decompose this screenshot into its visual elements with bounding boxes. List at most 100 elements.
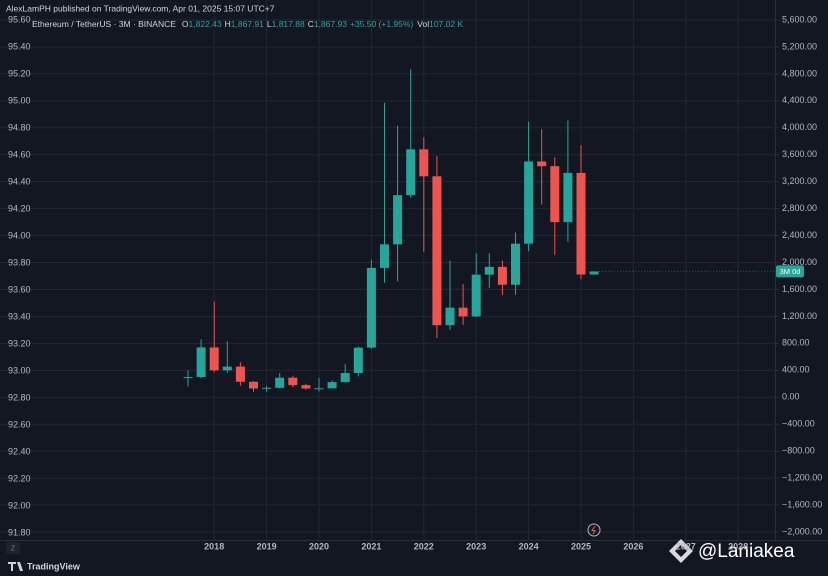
- y-tick-label: 5,200.00: [782, 41, 817, 51]
- y-tick-label: −800.00: [782, 446, 815, 456]
- legend-change: +35.50 (+1.95%): [350, 19, 413, 29]
- candle-body: [275, 377, 285, 388]
- y2-tick-label: 94.20: [8, 203, 31, 213]
- candle-body: [458, 307, 468, 317]
- x-tick-label: 2019: [257, 541, 277, 551]
- y2-tick-label: 93.60: [8, 284, 31, 294]
- candle-body: [340, 373, 350, 383]
- zoom-button-bg[interactable]: [6, 542, 20, 554]
- candle-body: [524, 161, 534, 244]
- y-tick-label: 2,400.00: [782, 230, 817, 240]
- zoom-button[interactable]: Z: [11, 545, 16, 552]
- legend-value: 1,817.88: [272, 19, 305, 29]
- y-tick-label: 1,200.00: [782, 311, 817, 321]
- candle-body: [484, 266, 494, 275]
- candle-body: [209, 347, 219, 371]
- y2-tick-label: 93.20: [8, 338, 31, 348]
- y2-tick-label: 94.80: [8, 122, 31, 132]
- publisher-header: AlexLamPH published on TradingView.com, …: [6, 3, 275, 13]
- candle-body: [497, 266, 507, 285]
- x-tick-label: 2028: [728, 541, 748, 551]
- candle-body: [576, 172, 586, 275]
- x-tick-label: 2027: [676, 541, 696, 551]
- footer-brand: TradingView: [27, 561, 81, 571]
- watermark-logo: [669, 539, 693, 563]
- candle-body: [314, 388, 324, 390]
- legend-value: 1,867.91: [231, 19, 264, 29]
- y2-tick-label: 92.40: [8, 446, 31, 456]
- x-tick-label: 2020: [309, 541, 329, 551]
- legend-volume: 107.02 K: [429, 19, 463, 29]
- tv-logo: [8, 562, 23, 571]
- y2-tick-label: 91.80: [8, 527, 31, 537]
- x-tick-label: 2022: [414, 541, 434, 551]
- y-tick-label: −2,000.00: [782, 526, 822, 536]
- x-tick-label: 2024: [519, 541, 539, 551]
- y2-tick-label: 93.80: [8, 257, 31, 267]
- y-tick-label: −1,200.00: [782, 472, 822, 482]
- y2-tick-label: 93.00: [8, 365, 31, 375]
- y2-tick-label: 94.60: [8, 149, 31, 159]
- candle-body: [419, 149, 429, 177]
- legend-key: L: [267, 19, 272, 29]
- candle-body: [222, 366, 232, 371]
- y-tick-label: −400.00: [782, 419, 815, 429]
- candles: [183, 69, 599, 392]
- legend: Ethereum / TetherUS · 3M · BINANCE O1,822…: [32, 19, 463, 29]
- y-tick-label: 3,200.00: [782, 176, 817, 186]
- candle-body: [563, 172, 573, 223]
- y-tick-label: −1,600.00: [782, 499, 822, 509]
- candle-body: [537, 161, 547, 167]
- event-icon-bolt: [591, 525, 596, 535]
- grid: [0, 0, 775, 540]
- y2-tick-label: 95.20: [8, 68, 31, 78]
- candle-body: [366, 267, 376, 348]
- y2-tick-label: 95.40: [8, 41, 31, 51]
- candle-body: [380, 244, 389, 268]
- candle-body: [301, 385, 311, 389]
- candle-body: [353, 347, 363, 374]
- candle-body: [393, 195, 403, 245]
- legend-key: C: [308, 19, 314, 29]
- candle-body: [183, 377, 193, 379]
- legend-value: 1,822.43: [189, 19, 222, 29]
- legend-volume-key: Vol: [417, 19, 429, 29]
- candle-body: [550, 166, 560, 223]
- watermark: @Laniakea: [698, 541, 795, 562]
- candle-body: [196, 347, 206, 378]
- watermark-icon: [669, 539, 693, 563]
- y-tick-label: 3,600.00: [782, 149, 817, 159]
- event-icon[interactable]: [587, 523, 601, 537]
- candle-body: [445, 307, 455, 326]
- y2-tick-label: 92.60: [8, 419, 31, 429]
- candle-body: [589, 271, 599, 275]
- y2-tick-label: 94.00: [8, 230, 31, 240]
- legend-value: 1,867.93: [314, 19, 347, 29]
- price-tag: 3M 0d: [780, 267, 801, 276]
- x-tick-label: 2025: [571, 541, 591, 551]
- y2-tick-label: 92.80: [8, 392, 31, 402]
- candle-body: [235, 366, 245, 382]
- y2-tick-label: 92.00: [8, 500, 31, 510]
- candle-body: [327, 382, 337, 389]
- y-tick-label: 5,600.00: [782, 14, 817, 24]
- candle-body: [511, 243, 520, 285]
- y2-tick-label: 93.40: [8, 311, 31, 321]
- candle-body: [262, 387, 272, 389]
- candle-body: [471, 274, 481, 317]
- y2-tick-label: 95.00: [8, 95, 31, 105]
- legend-key: H: [225, 19, 231, 29]
- candle-body: [288, 377, 298, 386]
- y-tick-label: 400.00: [782, 365, 810, 375]
- y-tick-label: 4,000.00: [782, 122, 817, 132]
- price-tag-bg: [776, 265, 804, 278]
- y2-tick-label: 94.40: [8, 176, 31, 186]
- legend-symbol: Ethereum / TetherUS · 3M · BINANCE: [32, 19, 176, 29]
- y-tick-label: 1,600.00: [782, 284, 817, 294]
- y2-tick-label: 95.60: [8, 14, 31, 24]
- y-tick-label: 800.00: [782, 338, 810, 348]
- legend-key: O: [182, 19, 189, 29]
